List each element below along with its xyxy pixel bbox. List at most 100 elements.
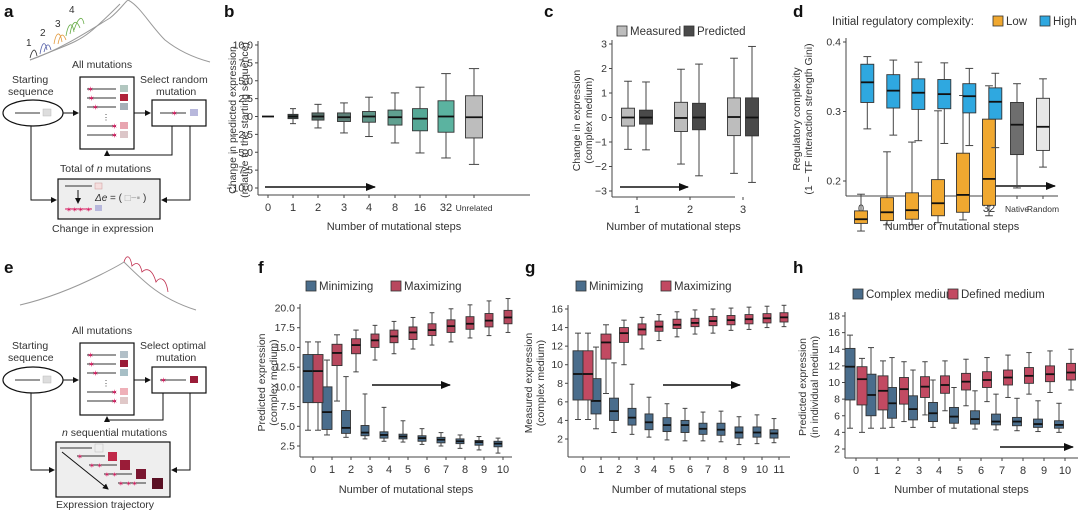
x-tick-label: 10 <box>497 464 509 476</box>
box-iqr <box>860 63 875 103</box>
y-axis-title: Predicted expression <box>256 333 268 431</box>
y-tick-label: 2.5 <box>280 441 295 453</box>
y-axis-title: (complex medium) <box>268 339 280 425</box>
x-tick-label: 4 <box>386 464 392 476</box>
box-defined-medium-5 <box>961 358 971 407</box>
y-tick-label: 14 <box>828 344 840 356</box>
svg-text:✶: ✶ <box>87 351 94 360</box>
panel-letter-a: a <box>4 2 14 21</box>
box-minimizing-7 <box>698 411 708 442</box>
x-tick-label: 0 <box>580 464 586 476</box>
box-minimizing-1 <box>590 346 602 430</box>
y-tick-label: 0.3 <box>826 106 841 118</box>
mutation-list-e: ✶ ✶ ✶ ⋮ ✶ ✶ <box>87 351 128 406</box>
box-iqr <box>908 395 918 421</box>
y-tick-label: 2.5 <box>238 93 253 105</box>
y-tick-label: 1 <box>601 88 607 100</box>
legend-label: Predicted <box>697 26 746 38</box>
select-label-e-1: Select optimal <box>140 340 206 352</box>
x-tick-label: Unrelated <box>456 203 493 213</box>
x-tick-label: 10 <box>1059 465 1071 477</box>
box-step-32 <box>437 73 455 159</box>
y-tick-label: 16 <box>828 327 840 339</box>
box-iqr <box>911 78 926 110</box>
box-iqr <box>949 406 959 424</box>
box-iqr <box>312 354 324 404</box>
x-tick-label: 3 <box>634 464 640 476</box>
box-minimizing-5 <box>662 403 672 441</box>
panel-letter-d: d <box>793 2 803 21</box>
select-label-e-2: mutation <box>156 352 196 364</box>
box-minimizing-8 <box>716 410 726 443</box>
x-axis-title: Number of mutational steps <box>327 221 462 233</box>
box-iqr <box>619 327 629 343</box>
box-reference-Native <box>1010 83 1024 189</box>
y-tick-label: −5.0 <box>232 147 253 159</box>
svg-text:✶ ✶: ✶ ✶ <box>104 471 118 479</box>
x-axis-title: Number of mutational steps <box>885 221 1020 233</box>
box-high-0 <box>860 56 875 130</box>
step-label-1: 1 <box>26 38 32 49</box>
box-iqr <box>627 407 637 426</box>
box-minimizing-4 <box>379 406 389 442</box>
box-maximizing-10 <box>762 305 772 329</box>
x-tick-label: 2 <box>315 202 321 214</box>
mutation-list: ✶ ✶ ✶ ⋮ ✶ ✶ <box>87 85 128 140</box>
trajectory-steps: ✶ ✶ ✶ ✶ ✶ ✶ ✶✶ <box>60 443 163 490</box>
x-tick-label: 5 <box>405 464 411 476</box>
starting-sequence-label-2: sequence <box>8 86 54 98</box>
box-minimizing-2 <box>609 362 619 433</box>
box-low-16 <box>956 95 970 221</box>
box-defined-medium-4 <box>940 360 950 412</box>
y-tick-label: 4 <box>834 427 840 439</box>
panel-letter-e: e <box>4 258 13 277</box>
box-high-8 <box>937 62 952 144</box>
fitness-landscape-curve <box>29 0 211 63</box>
box-step-1 <box>287 108 299 125</box>
box-maximizing-0 <box>582 332 594 420</box>
box-step-16 <box>412 86 428 154</box>
y-axis-title: (relative to the starting sequence) <box>239 42 251 198</box>
box-iqr <box>988 87 1003 120</box>
box-iqr <box>351 338 361 355</box>
x-tick-label: 0 <box>853 465 859 477</box>
box-maximizing-2 <box>619 319 629 366</box>
box-defined-medium-9 <box>1045 350 1055 393</box>
x-tick-label: 1 <box>290 202 296 214</box>
box-maximizing-9 <box>484 300 494 337</box>
x-tick-label: 6 <box>687 464 693 476</box>
box-predicted-3 <box>745 45 759 183</box>
x-tick-label: 1 <box>634 204 640 216</box>
box-complex-medium-10 <box>1054 402 1064 433</box>
box-maximizing-6 <box>427 312 437 346</box>
svg-text:✶: ✶ <box>111 388 118 397</box>
box-minimizing-3 <box>360 393 370 440</box>
box-minimizing-9 <box>734 416 744 446</box>
box-iqr <box>880 197 894 222</box>
box-iqr <box>877 375 889 411</box>
box-iqr <box>692 102 706 131</box>
x-tick-label: 3 <box>367 464 373 476</box>
y-tick-label: 18 <box>828 311 840 323</box>
box-minimizing-8 <box>455 434 465 449</box>
svg-text:✶ ✶✶: ✶ ✶✶ <box>118 480 138 488</box>
box-maximizing-8 <box>465 304 475 339</box>
box-maximizing-3 <box>370 324 380 361</box>
y-tick-label: 5.0 <box>238 75 253 87</box>
y-tick-label: −10.0 <box>226 183 253 195</box>
y-axis-title: Measured expression <box>523 333 535 434</box>
x-tick-label: Random <box>1027 204 1059 214</box>
x-tick-label: 1 <box>329 464 335 476</box>
y-tick-label: 12 <box>551 341 563 353</box>
legend-swatch <box>852 288 864 300</box>
starting-sequence-label-e-1: Starting <box>12 340 48 352</box>
fitness-landscape-curve-e <box>19 261 197 311</box>
box-iqr <box>970 410 980 425</box>
box-iqr <box>931 179 945 217</box>
x-tick-label: 4 <box>936 465 942 477</box>
x-tick-label: 2 <box>687 204 693 216</box>
box-maximizing-9 <box>744 306 754 330</box>
y-axis-title: Predicted expression <box>797 338 809 436</box>
chart-panel-c: 3 2 1 0 −1 −2 −3 1 2 3 Number of mutational steps C… <box>544 2 759 233</box>
box-minimizing-10 <box>493 437 503 454</box>
